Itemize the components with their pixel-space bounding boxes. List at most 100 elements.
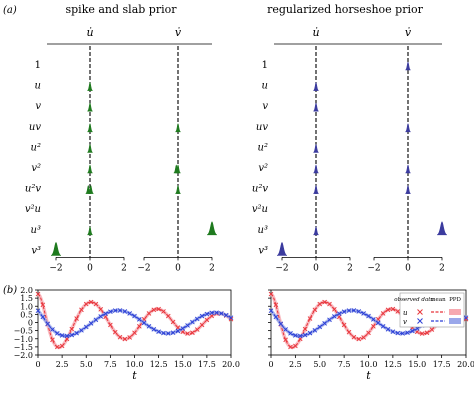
x-tick-label: 2 (347, 263, 353, 273)
observed-marker (156, 306, 161, 312)
x-tick-label: 7.5 (104, 360, 117, 369)
term-label: u²v (25, 184, 41, 195)
observed-marker (366, 330, 371, 336)
y-tick-label: −0.5 (14, 327, 33, 336)
density-peak (87, 82, 93, 91)
observed-marker (40, 314, 46, 320)
observed-marker (151, 327, 157, 332)
density-peak (313, 185, 319, 194)
observed-marker (268, 291, 274, 297)
density-peak (313, 102, 319, 112)
x-tick-label: 2 (209, 263, 215, 273)
observed-marker (146, 323, 152, 329)
observed-marker (190, 330, 195, 336)
term-label: u²v (252, 184, 268, 195)
observed-marker (361, 335, 366, 340)
term-label: u³ (258, 225, 268, 236)
column-header: u̇ (86, 26, 93, 39)
observed-marker (190, 319, 195, 325)
observed-marker (385, 307, 391, 313)
observed-marker (185, 323, 190, 328)
x-tick-label: 10.0 (126, 360, 144, 369)
observed-marker (395, 309, 401, 314)
observed-marker (74, 330, 79, 336)
observed-marker (463, 315, 469, 321)
observed-marker (322, 299, 327, 305)
x-tick-label: 2.5 (56, 360, 69, 369)
x-tick-label: −2 (137, 263, 150, 273)
density-peak (175, 164, 181, 174)
observed-marker (64, 333, 70, 339)
observed-marker (175, 328, 181, 334)
x-tick-label: 5.0 (313, 360, 326, 369)
x-tick-label: 5.0 (80, 360, 93, 369)
observed-marker (390, 329, 396, 334)
density-peak (405, 61, 411, 71)
x-tick-label: −2 (49, 263, 62, 273)
x-tick-label: 15.0 (408, 360, 426, 369)
observed-marker (327, 317, 332, 323)
legend-series-name: v (403, 318, 407, 326)
observed-marker (273, 302, 279, 308)
observed-marker (132, 330, 137, 336)
term-label: u³ (31, 225, 41, 236)
observed-marker (293, 343, 298, 349)
density-peak (175, 123, 181, 133)
x-axis-label: t (366, 369, 371, 382)
y-tick-label: −1.0 (14, 335, 33, 344)
observed-marker (317, 301, 323, 307)
density-peak (313, 226, 319, 236)
density-peak (87, 164, 93, 174)
observed-marker (385, 327, 391, 332)
observed-marker (45, 321, 50, 327)
observed-marker (307, 316, 313, 321)
panel-label-a: (a) (3, 5, 17, 16)
x-tick-label: 12.5 (150, 360, 168, 369)
observed-marker (327, 301, 332, 307)
legend-ppd-swatch (449, 309, 461, 315)
density-peak (313, 164, 319, 174)
column-header: v̇ (405, 26, 412, 39)
observed-marker (103, 311, 108, 316)
legend-marker (417, 318, 423, 324)
y-tick-label: 1.5 (20, 294, 33, 303)
spike-slab-panel: 1 uv uv u² v² u²v v²u u³ v³ u̇ −2 0 2 v̇ −2 0 2 (25, 26, 218, 273)
observed-marker (268, 308, 274, 314)
observed-marker (108, 309, 113, 314)
observed-marker (112, 329, 118, 335)
x-tick-label: 20.0 (222, 360, 240, 369)
observed-marker (199, 313, 205, 319)
x-tick-label: 0 (87, 263, 93, 273)
x-tick-label: 15.0 (174, 360, 192, 369)
observed-marker (108, 322, 113, 328)
observed-marker (170, 319, 176, 325)
observed-marker (35, 291, 41, 297)
x-tick-label: 20.0 (457, 360, 474, 369)
observed-marker (69, 332, 75, 338)
observed-marker (54, 331, 60, 336)
observed-marker (380, 311, 386, 316)
observed-marker (54, 344, 60, 350)
observed-marker (366, 313, 371, 319)
observed-marker (137, 317, 142, 322)
observed-marker (209, 310, 215, 316)
observed-marker (127, 311, 132, 316)
observed-marker (288, 344, 293, 350)
y-tick-label: −1.5 (14, 343, 33, 352)
observed-marker (424, 330, 430, 336)
chart-title-spike-slab: spike and slab prior (65, 3, 177, 16)
term-label: v²u (252, 204, 268, 215)
observed-marker (185, 331, 190, 336)
observed-marker (346, 308, 352, 313)
x-tick-label: 7.5 (338, 360, 351, 369)
term-label: u (35, 81, 41, 92)
legend-series-name: u (403, 309, 408, 317)
observed-marker (341, 309, 347, 314)
observed-marker (88, 299, 94, 305)
y-tick-label: −2.0 (14, 351, 33, 360)
timeseries-right-panel: 0 2.5 5.0 7.5 10.0 12.5 15.0 17.5 20.0 t observed … (268, 289, 474, 382)
density-peak (405, 164, 411, 174)
observed-marker (88, 321, 94, 326)
observed-marker (122, 336, 128, 342)
observed-marker (332, 307, 337, 312)
